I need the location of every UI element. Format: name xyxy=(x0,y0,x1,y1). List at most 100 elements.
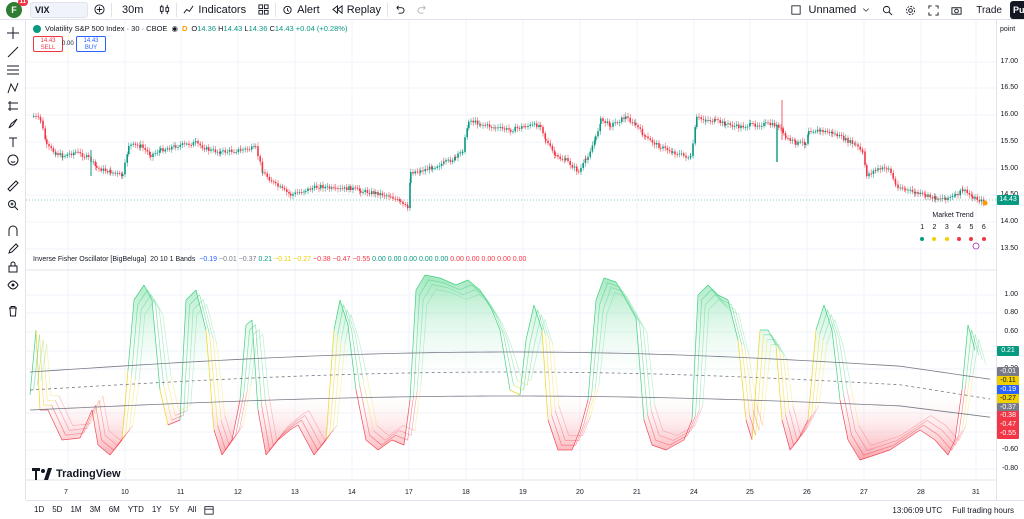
time-tick-label: 18 xyxy=(462,489,470,496)
candle xyxy=(64,153,66,159)
crosshair-tool[interactable] xyxy=(5,25,21,41)
candle xyxy=(680,149,683,157)
price-axis[interactable] xyxy=(996,20,1024,500)
candle xyxy=(812,129,814,135)
user-avatar[interactable]: F 11 xyxy=(6,0,28,18)
candle xyxy=(268,173,271,183)
measure-tool[interactable] xyxy=(5,178,21,194)
candle xyxy=(629,113,631,125)
candle xyxy=(508,124,510,134)
candle xyxy=(700,114,702,123)
indicator-value: −0.38 xyxy=(312,256,331,263)
buy-button[interactable]: 14.43 BUY xyxy=(76,36,106,52)
icon-tool[interactable] xyxy=(5,152,21,168)
candle xyxy=(886,165,888,174)
forecast-tool[interactable] xyxy=(5,98,21,114)
candle xyxy=(668,146,671,154)
candle xyxy=(57,150,59,158)
candle xyxy=(694,124,696,146)
candle xyxy=(331,184,333,192)
range-button[interactable]: 1M xyxy=(70,505,82,514)
text-tool[interactable] xyxy=(5,134,21,150)
alarm-icon xyxy=(283,5,292,15)
candle xyxy=(832,128,834,138)
candle xyxy=(398,196,401,204)
alert-button[interactable]: Alert xyxy=(276,0,326,20)
candle xyxy=(763,119,765,129)
lock-drawings-tool[interactable] xyxy=(5,259,21,275)
candle xyxy=(266,170,268,180)
chart-type-button[interactable] xyxy=(153,0,176,20)
range-button[interactable]: YTD xyxy=(127,505,144,514)
candle xyxy=(729,121,731,128)
indicators-button[interactable]: Indicators xyxy=(177,0,252,20)
range-button[interactable]: 1D xyxy=(34,505,45,514)
range-button[interactable]: 6M xyxy=(108,505,120,514)
add-symbol-button[interactable] xyxy=(88,0,111,20)
candle xyxy=(203,144,206,153)
chart-canvas[interactable] xyxy=(26,20,996,500)
candle xyxy=(840,132,843,140)
redo-button[interactable] xyxy=(411,0,434,20)
chevron-down-icon xyxy=(863,8,870,12)
remove-drawings-tool[interactable] xyxy=(5,303,21,319)
candle xyxy=(945,195,947,204)
stay-drawing-tool[interactable] xyxy=(5,241,21,257)
indicator-value: −0.55 xyxy=(352,256,371,263)
brush-tool[interactable] xyxy=(5,116,21,132)
candle xyxy=(919,189,921,197)
indicator-value: −0.01 xyxy=(219,256,237,263)
oscillator-line xyxy=(40,289,987,446)
zoom-tool[interactable] xyxy=(5,197,21,213)
candle xyxy=(843,132,845,143)
candle xyxy=(584,156,587,167)
indicator-legend[interactable]: Inverse Fisher Oscillator [BigBeluga] 20… xyxy=(33,256,528,263)
quick-search-button[interactable] xyxy=(876,0,899,20)
candle xyxy=(404,201,406,208)
eye-toggle-icon[interactable]: ◉ xyxy=(171,24,178,33)
candle xyxy=(643,132,646,140)
candle xyxy=(386,192,388,200)
date-range-icon[interactable] xyxy=(204,505,214,515)
candle xyxy=(409,179,411,211)
fullscreen-button[interactable] xyxy=(922,0,945,20)
info-marker-icon[interactable] xyxy=(972,242,980,250)
range-button[interactable]: 3M xyxy=(89,505,101,514)
candle xyxy=(235,149,237,155)
range-button[interactable]: 5Y xyxy=(169,505,180,514)
trend-line-tool[interactable] xyxy=(5,44,21,60)
session-selector[interactable]: Full trading hours xyxy=(952,505,1014,515)
range-button[interactable]: All xyxy=(187,505,197,514)
candle xyxy=(457,151,459,162)
templates-button[interactable] xyxy=(252,0,275,20)
interval-button[interactable]: 30m xyxy=(122,3,144,16)
hide-drawings-tool[interactable] xyxy=(5,277,21,293)
candle xyxy=(789,134,791,145)
snapshot-button[interactable] xyxy=(945,0,968,20)
candle xyxy=(479,120,481,128)
market-trend-number: 4 xyxy=(957,224,962,231)
magnet-tool[interactable] xyxy=(5,223,21,239)
settings-button[interactable] xyxy=(899,0,922,20)
candle xyxy=(849,137,851,146)
candle xyxy=(121,171,123,179)
candle xyxy=(664,142,666,152)
indicator-value: −0.27 xyxy=(293,256,311,263)
symbol-search[interactable]: VIX xyxy=(30,1,88,18)
undo-button[interactable] xyxy=(388,0,411,20)
trade-button[interactable]: Trade xyxy=(976,4,1002,16)
range-button[interactable]: 1Y xyxy=(151,505,162,514)
candle xyxy=(780,123,782,132)
publish-button[interactable]: Pu xyxy=(1010,1,1024,19)
sell-button[interactable]: 14.43 SELL xyxy=(33,36,63,52)
candle xyxy=(606,118,609,126)
candle xyxy=(255,143,257,150)
candle xyxy=(635,118,637,129)
range-button[interactable]: 5D xyxy=(52,505,63,514)
replay-button[interactable]: Replay xyxy=(326,0,387,20)
clock[interactable]: 13:06:09 UTC xyxy=(892,505,943,515)
layout-menu[interactable]: Unnamed xyxy=(785,0,877,20)
pattern-tool[interactable] xyxy=(5,80,21,96)
candle xyxy=(903,185,906,192)
fib-tool[interactable] xyxy=(5,62,21,78)
